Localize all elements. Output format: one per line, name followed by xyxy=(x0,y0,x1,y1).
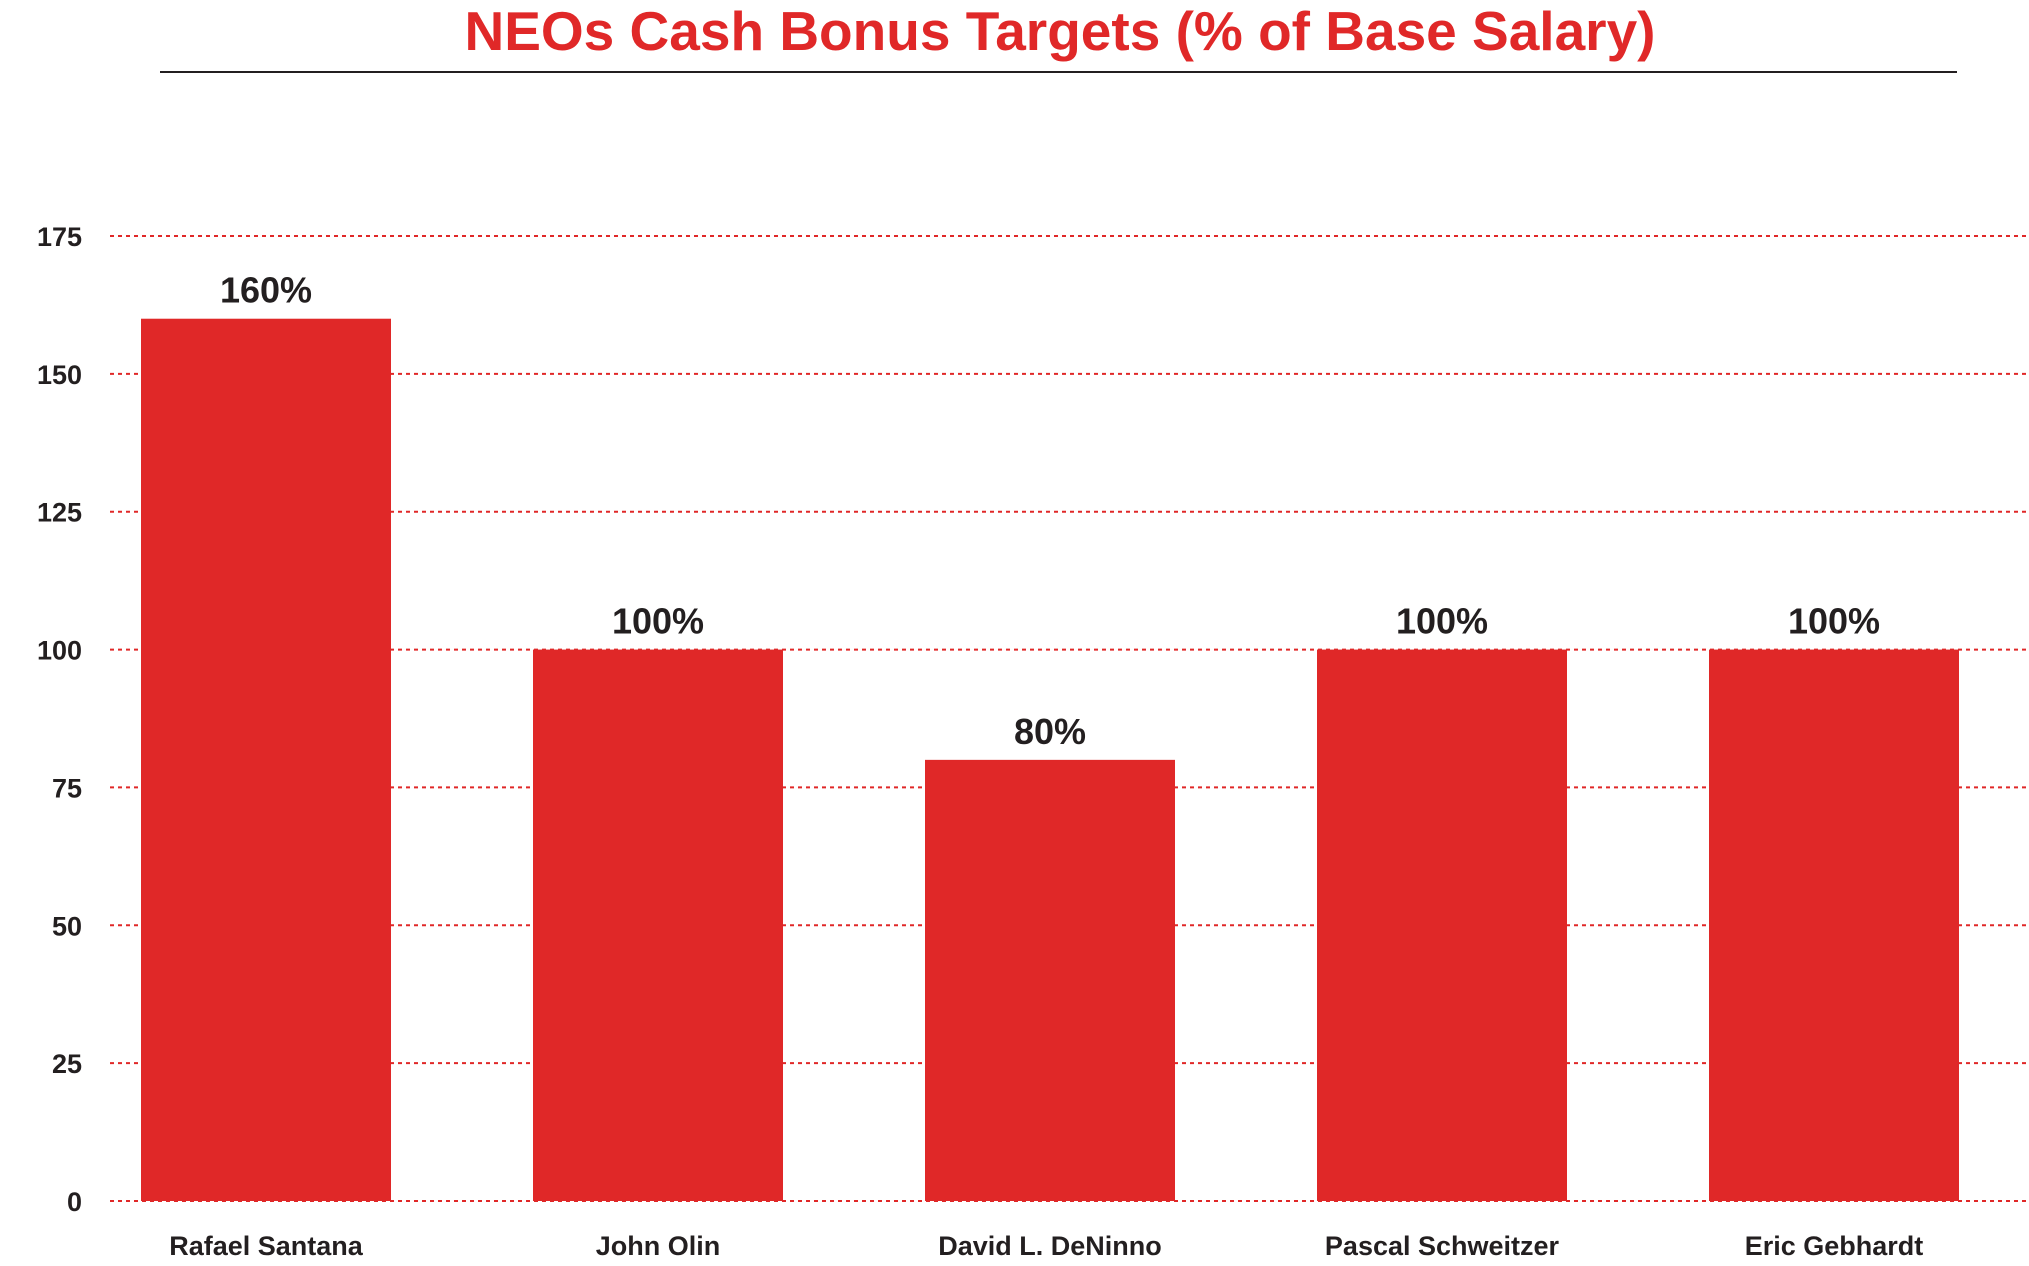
data-label: 100% xyxy=(1396,601,1488,642)
x-tick-label: David L. DeNinno xyxy=(938,1231,1162,1261)
bar xyxy=(1317,649,1567,1201)
x-tick-label: John Olin xyxy=(596,1231,721,1261)
y-tick-label: 125 xyxy=(37,498,82,528)
data-label: 100% xyxy=(1788,601,1880,642)
x-tick-label: Rafael Santana xyxy=(169,1231,364,1261)
bar xyxy=(141,318,391,1201)
bar xyxy=(533,649,783,1201)
y-axis-ticks: 0 25 50 75 100 125 150 175 xyxy=(37,222,82,1217)
title-underline xyxy=(160,71,1957,73)
data-label: 100% xyxy=(612,601,704,642)
y-tick-label: 150 xyxy=(37,360,82,390)
bars xyxy=(141,318,1959,1201)
x-axis-labels: Rafael Santana John Olin David L. DeNinno P… xyxy=(169,1231,1923,1261)
y-tick-label: 25 xyxy=(52,1049,82,1079)
bar xyxy=(1709,649,1959,1201)
data-label: 160% xyxy=(220,270,312,311)
y-tick-label: 100 xyxy=(37,636,82,666)
data-label: 80% xyxy=(1014,711,1086,752)
y-tick-label: 75 xyxy=(52,773,82,803)
y-tick-label: 0 xyxy=(67,1187,82,1217)
x-tick-label: Eric Gebhardt xyxy=(1745,1231,1924,1261)
data-labels: 160% 100% 80% 100% 100% xyxy=(220,270,1880,752)
x-tick-label: Pascal Schweitzer xyxy=(1325,1231,1560,1261)
bar xyxy=(925,759,1175,1201)
chart-title: NEOs Cash Bonus Targets (% of Base Salar… xyxy=(464,0,1656,62)
y-tick-label: 175 xyxy=(37,222,82,252)
y-tick-label: 50 xyxy=(52,911,82,941)
